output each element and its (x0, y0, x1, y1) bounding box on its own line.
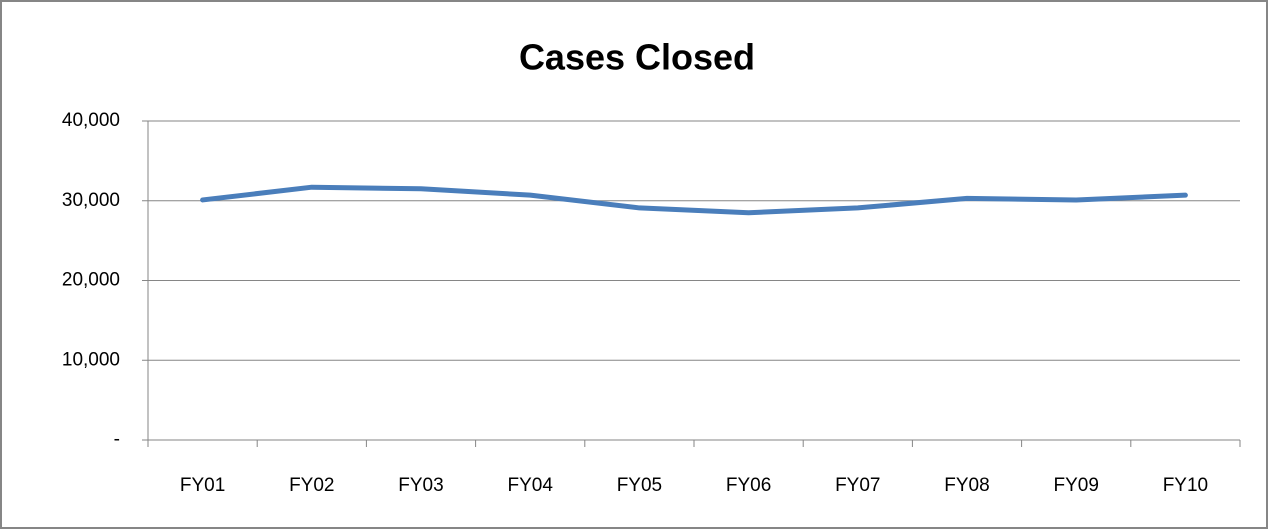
data-line (200, 184, 1188, 216)
y-tick-label: 30,000 (62, 190, 120, 211)
x-tick-label: FY08 (944, 475, 989, 496)
x-tick-label: FY04 (507, 475, 553, 496)
y-tick-label: 10,000 (62, 349, 120, 370)
y-tick-label: - (114, 429, 120, 450)
x-tick-label: FY05 (617, 475, 662, 496)
y-tick-label: 20,000 (62, 270, 120, 291)
chart-title: Cases Closed (519, 37, 755, 78)
x-tick-label: FY06 (726, 475, 771, 496)
x-tick-label: FY03 (398, 475, 443, 496)
x-tick-label: FY02 (289, 475, 334, 496)
y-tick-label: 40,000 (62, 110, 120, 131)
x-tick-label: FY10 (1163, 475, 1208, 496)
x-tick-label: FY09 (1053, 475, 1098, 496)
x-tick-label: FY01 (180, 475, 225, 496)
x-tick-label: FY07 (835, 475, 880, 496)
